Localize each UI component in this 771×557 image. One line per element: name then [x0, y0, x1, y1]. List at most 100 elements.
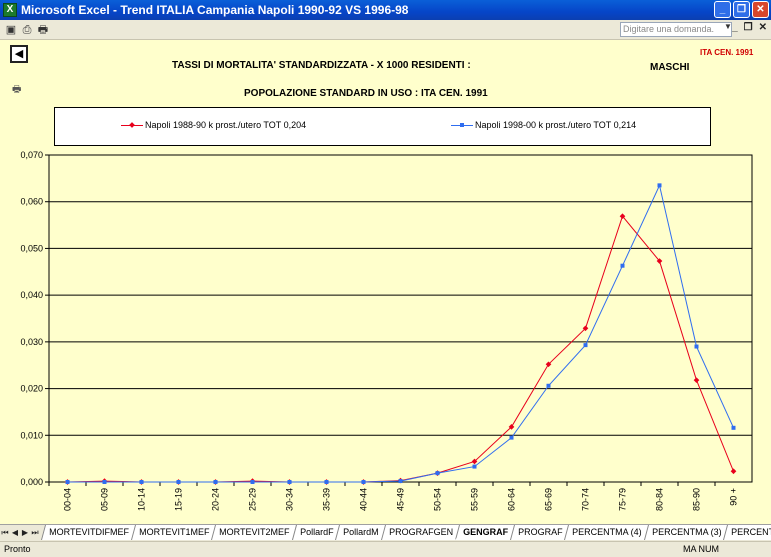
y-tick-label: 0,040: [20, 290, 43, 300]
chart-title-line1: TASSI DI MORTALITA' STANDARDIZZATA - X 1…: [172, 60, 471, 71]
sheet-tab[interactable]: PROGRAF: [509, 525, 571, 540]
data-point: [472, 464, 477, 469]
excel-icon: X: [3, 3, 17, 17]
status-indicators: MA NUM: [683, 544, 719, 554]
data-point: [731, 425, 736, 430]
data-point: [287, 480, 292, 484]
legend-label: Napoli 1998-00 k prost./utero TOT 0,214: [475, 120, 637, 130]
data-point: [102, 480, 107, 484]
last-sheet-icon[interactable]: ⏭: [31, 528, 39, 537]
chevron-down-icon[interactable]: ▼: [724, 22, 732, 31]
wb-close-icon[interactable]: ✕: [758, 22, 767, 33]
data-point: [176, 480, 181, 484]
print-preview-icon[interactable]: ⎙: [22, 24, 32, 36]
legend-item-series1: Napoli 1988-90 k prost./utero TOT 0,204: [121, 120, 306, 130]
wb-restore-icon[interactable]: ❐: [743, 22, 753, 33]
data-point: [656, 258, 663, 264]
sheet-tab-label: MORTEVITDIFMEF: [49, 527, 130, 537]
x-tick-label: 15-19: [174, 488, 184, 511]
data-point: [582, 325, 589, 332]
x-tick-label: 65-69: [544, 488, 554, 511]
wb-minimize-icon[interactable]: _: [732, 22, 738, 33]
data-point: [657, 183, 662, 188]
y-tick-label: 0,000: [20, 477, 43, 487]
print-icon[interactable]: 🖶: [37, 24, 49, 36]
sheet-tabs: ⏮ ◀ ▶ ⏭ MORTEVITDIFMEF MORTEVIT1MEF MORTEVIT2…: [0, 524, 771, 541]
data-point: [361, 480, 366, 484]
sheet-tab[interactable]: PollardM: [335, 525, 387, 540]
data-point: [730, 468, 737, 475]
data-point: [324, 480, 329, 484]
data-point: [509, 435, 514, 440]
sheet-tab-label: PROGRAFGEN: [388, 527, 453, 537]
sheet-tab-label: PollardF: [299, 527, 334, 537]
restore-icon[interactable]: ❐: [733, 1, 750, 18]
data-point: [139, 480, 144, 484]
x-tick-label: 70-74: [581, 488, 591, 511]
window-controls: _ ❐ ✕: [714, 1, 769, 18]
data-point: [620, 263, 625, 268]
sheet-tab[interactable]: PERCENTMA (3): [643, 525, 730, 540]
data-point: [545, 361, 552, 368]
x-tick-label: 10-14: [137, 488, 147, 511]
x-tick-label: 45-49: [396, 488, 406, 511]
close-icon[interactable]: ✕: [752, 1, 769, 18]
y-tick-label: 0,050: [20, 243, 43, 253]
x-tick-label: 75-79: [618, 488, 628, 511]
sheet-tab[interactable]: PERCENTMA (4): [564, 525, 650, 540]
minimize-icon[interactable]: _: [714, 1, 731, 18]
window-title: Microsoft Excel - Trend ITALIA Campania …: [21, 3, 409, 17]
data-point: [693, 377, 700, 383]
x-tick-label: 00-04: [63, 488, 73, 511]
first-sheet-icon[interactable]: ⏮: [1, 528, 9, 537]
sheet-tab[interactable]: PERCENTMA: [723, 525, 771, 540]
sheet-tab[interactable]: MORTEVIT2MEF: [211, 525, 298, 540]
x-tick-label: 50-54: [433, 488, 443, 511]
standard-tag: ITA CEN. 1991: [700, 48, 754, 57]
y-tick-label: 0,030: [20, 337, 43, 347]
status-bar: Pronto MA NUM: [0, 541, 771, 557]
y-tick-label: 0,070: [20, 150, 43, 160]
data-point: [435, 471, 440, 476]
sheet-tab[interactable]: MORTEVIT1MEF: [130, 525, 218, 540]
plot-area: [48, 154, 753, 483]
x-tick-label: 60-64: [507, 488, 517, 511]
window-titlebar: X Microsoft Excel - Trend ITALIA Campani…: [0, 0, 771, 20]
back-arrow-icon[interactable]: ◀: [10, 45, 28, 63]
sheet-tab[interactable]: MORTEVITDIFMEF: [41, 525, 137, 540]
y-tick-label: 0,020: [20, 384, 43, 394]
x-tick-label: 55-59: [470, 488, 480, 511]
data-point: [546, 383, 551, 388]
sheet-tab[interactable]: PROGRAFGEN: [380, 525, 461, 540]
data-point: [508, 424, 515, 430]
legend-marker: [121, 121, 143, 130]
sheet-tab-label: PERCENTMA (4): [572, 527, 642, 537]
x-tick-label: 40-44: [359, 488, 369, 511]
workbook-controls: _ ❐ ✕: [732, 22, 767, 33]
y-tick-label: 0,060: [20, 197, 43, 207]
data-point: [398, 479, 403, 484]
legend-marker: [451, 121, 473, 130]
legend-label: Napoli 1988-90 k prost./utero TOT 0,204: [145, 120, 307, 130]
chart-title-line2: POPOLAZIONE STANDARD IN USO : ITA CEN. 1…: [244, 88, 488, 99]
save-icon[interactable]: ▣: [5, 24, 17, 36]
data-point: [619, 213, 626, 220]
next-sheet-icon[interactable]: ▶: [21, 528, 29, 537]
sheet-tab-label: MORTEVIT2MEF: [219, 527, 290, 537]
x-tick-label: 20-24: [211, 488, 221, 511]
x-tick-label: 30-34: [285, 488, 295, 511]
sheet-tab[interactable]: GENGRAF: [454, 525, 516, 540]
status-text: Pronto: [4, 544, 31, 554]
data-point: [583, 343, 588, 348]
x-tick-label: 35-39: [322, 488, 332, 511]
y-tick-label: 0,010: [20, 430, 43, 440]
print-icon[interactable]: 🖶: [12, 84, 22, 95]
data-point: [65, 480, 70, 484]
x-tick-label: 25-29: [248, 488, 258, 511]
sheet-tab[interactable]: PollardF: [291, 525, 342, 540]
prev-sheet-icon[interactable]: ◀: [11, 528, 19, 537]
ask-question-input[interactable]: Digitare una domanda.: [620, 22, 732, 37]
data-point: [213, 480, 218, 484]
gender-label: MASCHI: [650, 62, 690, 73]
sheet-area: ◀ ITA CEN. 1991 TASSI DI MORTALITA' STAN…: [0, 40, 771, 524]
